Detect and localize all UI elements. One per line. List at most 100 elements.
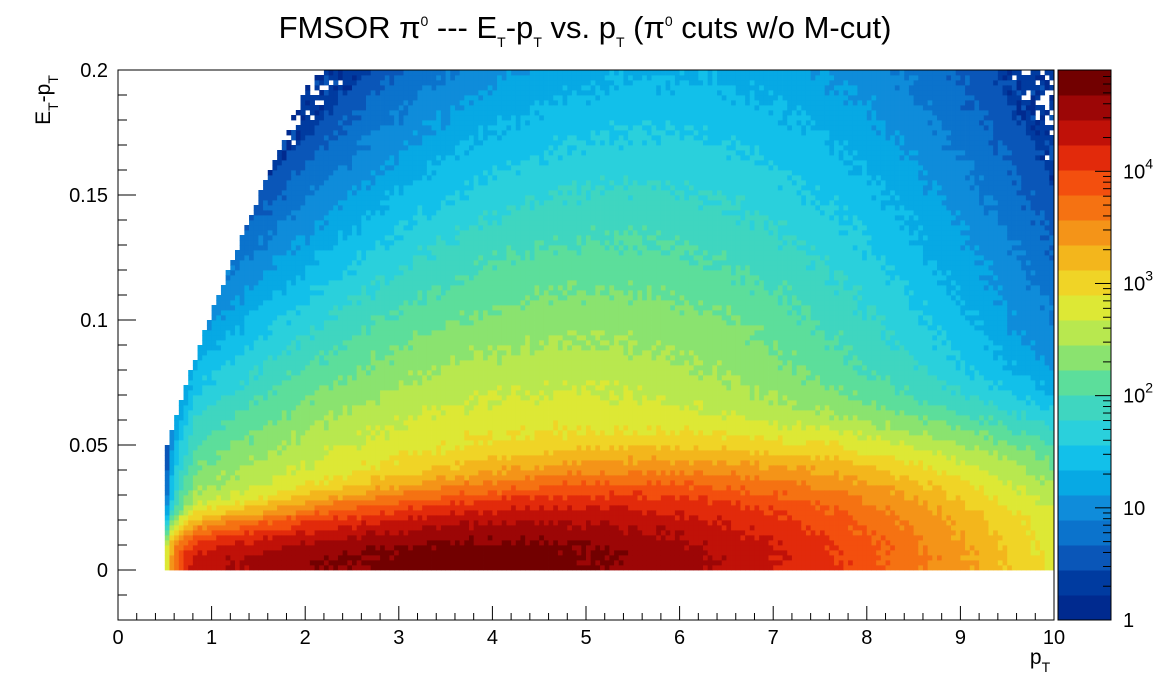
heatmap-cell [394, 265, 400, 271]
heatmap-cell [328, 100, 334, 106]
heatmap-cell [398, 335, 404, 341]
heatmap-cell [314, 445, 320, 451]
heatmap-cell [281, 415, 287, 421]
heatmap-cell [220, 565, 227, 571]
heatmap-cell [192, 430, 198, 436]
heatmap-cell [225, 420, 231, 426]
heatmap-cell [352, 270, 358, 276]
heatmap-cell [314, 345, 320, 351]
heatmap-cell [375, 280, 381, 286]
heatmap-cell [169, 465, 175, 471]
heatmap-cell [235, 280, 241, 286]
heatmap-cell [431, 345, 437, 351]
heatmap-cell [235, 385, 241, 391]
heatmap-cell [323, 285, 329, 291]
heatmap-cell [347, 390, 353, 396]
heatmap-cell [384, 450, 390, 456]
heatmap-cell [235, 340, 241, 346]
heatmap-cell [258, 530, 264, 536]
heatmap-cell [394, 270, 400, 276]
heatmap-cell [244, 440, 250, 446]
heatmap-cell [333, 485, 339, 491]
heatmap-cell [389, 400, 395, 406]
heatmap-cell [225, 495, 231, 501]
heatmap-cell [408, 280, 414, 286]
heatmap-cell [314, 555, 320, 561]
heatmap-cell [239, 445, 245, 451]
heatmap-cell [384, 340, 390, 346]
heatmap-cell [347, 520, 353, 526]
heatmap-cell [347, 410, 353, 416]
heatmap-cell [314, 305, 320, 311]
heatmap-cell [309, 460, 315, 466]
heatmap-cell [319, 445, 325, 451]
heatmap-cell [412, 105, 418, 111]
heatmap-cell [319, 135, 325, 141]
heatmap-cell [272, 270, 278, 276]
heatmap-cell [356, 145, 362, 151]
heatmap-cell [244, 370, 250, 376]
heatmap-cell [342, 165, 348, 171]
heatmap-cell [309, 135, 315, 141]
heatmap-cell [230, 370, 236, 376]
heatmap-cell [431, 460, 437, 466]
heatmap-cell [352, 215, 358, 221]
heatmap-cell [235, 520, 241, 526]
heatmap-cell [412, 530, 418, 536]
heatmap-cell [300, 370, 306, 376]
heatmap-cell [323, 295, 329, 301]
heatmap-cell [253, 315, 259, 321]
heatmap-cell [431, 140, 437, 146]
heatmap-cell [239, 340, 245, 346]
heatmap-cell [206, 490, 212, 496]
heatmap-cell [366, 500, 372, 506]
heatmap-cell [225, 505, 231, 511]
heatmap-cell [319, 150, 325, 156]
heatmap-cell [422, 480, 428, 486]
heatmap-cell [412, 375, 418, 381]
heatmap-cell [426, 520, 432, 526]
heatmap-cell [174, 550, 180, 556]
heatmap-cell [352, 240, 358, 246]
heatmap-cell [258, 300, 264, 306]
heatmap-cell [220, 325, 227, 331]
heatmap-cell [408, 310, 414, 316]
heatmap-cell [366, 85, 372, 91]
heatmap-cell [314, 80, 320, 86]
heatmap-cell [249, 380, 255, 386]
heatmap-cell [337, 100, 344, 106]
heatmap-cell [403, 220, 409, 226]
heatmap-cell [263, 365, 269, 371]
heatmap-cell [300, 535, 306, 541]
heatmap-cell [235, 550, 241, 556]
heatmap-cell [356, 410, 362, 416]
heatmap-cell [272, 445, 278, 451]
heatmap-cell [347, 115, 353, 121]
heatmap-cell [352, 105, 358, 111]
heatmap-cell [305, 320, 311, 326]
heatmap-cell [249, 530, 255, 536]
heatmap-cell [347, 100, 353, 106]
heatmap-cell [319, 520, 325, 526]
heatmap-cell [286, 255, 292, 261]
heatmap-cell [412, 190, 418, 196]
heatmap-cell [431, 320, 437, 326]
heatmap-cell [366, 170, 372, 176]
heatmap-cell [272, 200, 278, 206]
heatmap-cell [412, 500, 418, 506]
heatmap-cell [408, 305, 414, 311]
heatmap-cell [347, 275, 353, 281]
heatmap-cell [375, 395, 381, 401]
heatmap-cell [403, 545, 409, 551]
heatmap-cell [412, 220, 418, 226]
heatmap-cell [253, 295, 259, 301]
heatmap-cell [389, 195, 395, 201]
heatmap-cell [328, 355, 334, 361]
heatmap-cell [342, 75, 348, 81]
heatmap-cell [450, 370, 456, 376]
heatmap-cell [380, 355, 386, 361]
heatmap-cell [295, 185, 301, 191]
heatmap-cell [412, 420, 418, 426]
heatmap-cell [300, 530, 306, 536]
heatmap-cell [361, 465, 367, 471]
